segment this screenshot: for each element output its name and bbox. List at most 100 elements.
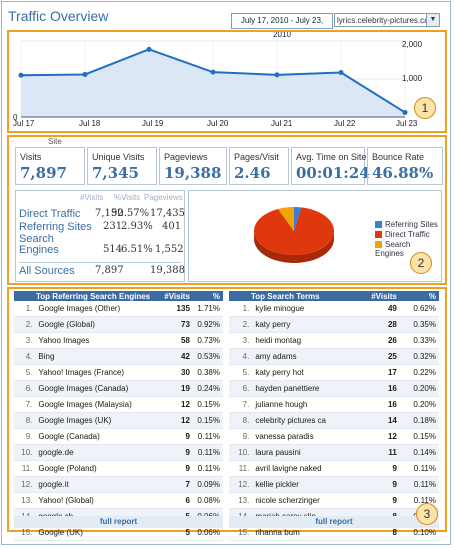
row-label[interactable]: Bing bbox=[35, 348, 160, 365]
row-label[interactable]: rihanna bum bbox=[252, 524, 357, 541]
table-row[interactable]: 7. julianne hough 16 0.20% bbox=[229, 396, 439, 413]
row-visits: 19 bbox=[159, 380, 193, 397]
pie-chart bbox=[254, 207, 334, 263]
row-visits: 25 bbox=[356, 348, 400, 365]
row-percent: 0.33% bbox=[399, 332, 439, 349]
row-label[interactable]: celebrity pictures ca bbox=[252, 412, 357, 429]
row-label[interactable]: google.de bbox=[35, 444, 160, 461]
table-row[interactable]: 8. celebrity pictures ca 14 0.18% bbox=[229, 412, 439, 429]
table-row[interactable]: 10. google.de 9 0.11% bbox=[14, 444, 223, 461]
table-row[interactable]: 11. Google (Poland) 9 0.11% bbox=[14, 460, 223, 477]
row-rank: 9. bbox=[229, 428, 253, 445]
column-header[interactable]: #Visits bbox=[159, 291, 193, 301]
table-row[interactable]: 6. hayden panettiere 16 0.20% bbox=[229, 380, 439, 397]
row-label[interactable]: Yahoo! (Global) bbox=[35, 492, 160, 509]
row-label[interactable]: Google (UK) bbox=[35, 524, 160, 541]
table-row[interactable]: 1. kylie minogue 49 0.62% bbox=[229, 301, 439, 317]
full-report-link[interactable]: full report bbox=[14, 516, 223, 528]
row-label[interactable]: julianne hough bbox=[252, 396, 357, 413]
x-tick-label: Jul 17 bbox=[13, 119, 35, 128]
table-row[interactable]: 5. katy perry hot 17 0.22% bbox=[229, 364, 439, 381]
table-row[interactable]: 4. amy adams 25 0.32% bbox=[229, 348, 439, 365]
row-label[interactable]: nicole scherzinger bbox=[252, 492, 357, 509]
row-label[interactable]: google.it bbox=[35, 476, 160, 493]
row-label[interactable]: Google (Global) bbox=[35, 316, 160, 333]
row-percent: 0.14% bbox=[399, 444, 439, 461]
row-label[interactable]: katy perry bbox=[252, 316, 357, 333]
row-rank: 11. bbox=[229, 460, 253, 477]
chevron-down-icon[interactable]: ▼ bbox=[426, 14, 439, 26]
row-label[interactable]: Google Images (UK) bbox=[35, 412, 160, 429]
metric-label: Bounce Rate bbox=[372, 152, 425, 162]
x-tick-label: Jul 23 bbox=[396, 119, 418, 128]
table-row[interactable]: 4. Bing 42 0.53% bbox=[14, 348, 223, 365]
table-row[interactable]: 13. nicole scherzinger 9 0.11% bbox=[229, 492, 439, 509]
data-point bbox=[82, 71, 88, 77]
row-rank: 5. bbox=[14, 364, 36, 381]
row-label[interactable]: Google Images (Canada) bbox=[35, 380, 160, 397]
row-visits: 30 bbox=[159, 364, 193, 381]
table-row[interactable]: 1. Google Images (Other) 135 1.71% bbox=[14, 301, 223, 317]
data-point bbox=[274, 72, 280, 78]
full-report-link[interactable]: full report bbox=[229, 516, 439, 528]
table-row[interactable]: 3. Yahoo Images 58 0.73% bbox=[14, 332, 223, 349]
chart-highlight-box bbox=[7, 30, 447, 133]
row-rank: 11. bbox=[14, 460, 36, 477]
table-row[interactable]: 2. Google (Global) 73 0.92% bbox=[14, 316, 223, 333]
row-label[interactable]: kylie minogue bbox=[252, 301, 357, 317]
row-label[interactable]: Google (Poland) bbox=[35, 460, 160, 477]
metric-label: Pageviews bbox=[164, 152, 208, 162]
page-title: Traffic Overview bbox=[8, 8, 109, 24]
sources-divider bbox=[19, 262, 181, 263]
site-select[interactable]: lyrics.celebrity-pictures.ca ▼ bbox=[334, 13, 440, 27]
column-header[interactable]: % bbox=[399, 291, 439, 301]
row-percent: 0.11% bbox=[399, 476, 439, 493]
row-label[interactable]: vanessa paradis bbox=[252, 428, 357, 445]
table-row[interactable]: 5. Yahoo! Images (France) 30 0.38% bbox=[14, 364, 223, 381]
row-label[interactable]: laura pausini bbox=[252, 444, 357, 461]
table-row[interactable]: 10. laura pausini 11 0.14% bbox=[229, 444, 439, 461]
source-name: Referring Sites bbox=[19, 221, 92, 233]
data-point bbox=[402, 109, 408, 115]
table-row[interactable]: 3. heidi montag 26 0.33% bbox=[229, 332, 439, 349]
row-label[interactable]: hayden panettiere bbox=[252, 380, 357, 397]
row-label[interactable]: avril lavigne naked bbox=[252, 460, 357, 477]
row-visits: 9 bbox=[159, 460, 193, 477]
column-header[interactable]: Top Search Terms bbox=[229, 291, 357, 301]
table-row[interactable]: 6. Google Images (Canada) 19 0.24% bbox=[14, 380, 223, 397]
row-percent: 0.06% bbox=[192, 524, 223, 541]
table-row[interactable]: 7. Google Images (Malaysia) 12 0.15% bbox=[14, 396, 223, 413]
row-label[interactable]: heidi montag bbox=[252, 332, 357, 349]
row-visits: 9 bbox=[356, 492, 400, 509]
row-label[interactable]: Google Images (Malaysia) bbox=[35, 396, 160, 413]
row-percent: 0.15% bbox=[192, 412, 223, 429]
table-row[interactable]: 15. Google (UK) 5 0.06% bbox=[14, 524, 223, 541]
table-row[interactable]: 15. rihanna bum 8 0.10% bbox=[229, 524, 439, 541]
row-visits: 26 bbox=[356, 332, 400, 349]
x-tick-label: Jul 19 bbox=[142, 119, 164, 128]
column-header[interactable]: Top Referring Search Engines bbox=[14, 291, 160, 301]
date-range-picker[interactable]: July 17, 2010 - July 23, 2010 bbox=[231, 13, 333, 39]
row-label[interactable]: Google (Canada) bbox=[35, 428, 160, 445]
row-label[interactable]: kellie pickler bbox=[252, 476, 357, 493]
table-row[interactable]: 9. Google (Canada) 9 0.11% bbox=[14, 428, 223, 445]
row-rank: 8. bbox=[14, 412, 36, 429]
metric-value: 2.46 bbox=[234, 164, 271, 182]
row-rank: 6. bbox=[229, 380, 253, 397]
table-row[interactable]: 12. google.it 7 0.09% bbox=[14, 476, 223, 493]
row-label[interactable]: Yahoo Images bbox=[35, 332, 160, 349]
table-row[interactable]: 9. vanessa paradis 12 0.15% bbox=[229, 428, 439, 445]
table-row[interactable]: 13. Yahoo! (Global) 6 0.08% bbox=[14, 492, 223, 509]
row-percent: 0.15% bbox=[192, 396, 223, 413]
row-label[interactable]: Yahoo! Images (France) bbox=[35, 364, 160, 381]
table-row[interactable]: 11. avril lavigne naked 9 0.11% bbox=[229, 460, 439, 477]
row-percent: 0.35% bbox=[399, 316, 439, 333]
table-row[interactable]: 12. kellie pickler 9 0.11% bbox=[229, 476, 439, 493]
row-label[interactable]: katy perry hot bbox=[252, 364, 357, 381]
row-label[interactable]: amy adams bbox=[252, 348, 357, 365]
column-header[interactable]: % bbox=[192, 291, 223, 301]
table-row[interactable]: 8. Google Images (UK) 12 0.15% bbox=[14, 412, 223, 429]
row-label[interactable]: Google Images (Other) bbox=[35, 301, 160, 317]
table-row[interactable]: 2. katy perry 28 0.35% bbox=[229, 316, 439, 333]
column-header[interactable]: #Visits bbox=[356, 291, 400, 301]
